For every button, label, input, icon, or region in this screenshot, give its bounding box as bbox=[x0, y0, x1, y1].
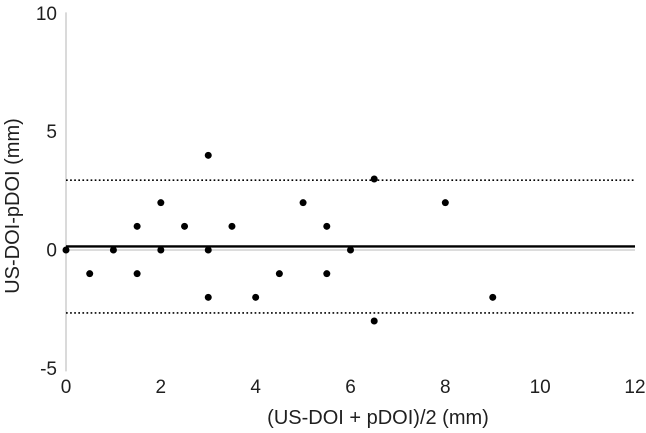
y-tick-label: 5 bbox=[46, 122, 57, 143]
data-point bbox=[133, 222, 141, 230]
x-axis-title: (US-DOI + pDOI)/2 (mm) bbox=[267, 407, 489, 429]
data-point bbox=[133, 270, 141, 278]
data-point bbox=[157, 199, 165, 207]
data-point bbox=[323, 222, 331, 230]
data-point bbox=[109, 246, 117, 254]
x-tick-label: 8 bbox=[440, 377, 451, 398]
data-point bbox=[86, 270, 94, 278]
data-point bbox=[204, 246, 212, 254]
x-tick-label: 4 bbox=[250, 377, 261, 398]
y-tick-label: 10 bbox=[36, 4, 57, 25]
x-tick-label: 12 bbox=[624, 377, 645, 398]
data-point bbox=[323, 270, 331, 278]
data-point bbox=[157, 246, 165, 254]
y-tick-label: 0 bbox=[46, 241, 57, 262]
x-tick-label: 10 bbox=[530, 377, 551, 398]
axes-layer bbox=[65, 12, 635, 372]
data-point bbox=[370, 175, 378, 183]
y-tick-label: -5 bbox=[40, 359, 57, 380]
data-point bbox=[204, 293, 212, 301]
x-tick-label: 0 bbox=[61, 377, 72, 398]
data-point bbox=[204, 151, 212, 159]
data-point bbox=[252, 293, 260, 301]
x-tick-label: 2 bbox=[156, 377, 167, 398]
reference-lines-layer bbox=[66, 179, 635, 314]
data-point bbox=[441, 199, 449, 207]
data-point bbox=[62, 246, 70, 254]
data-point bbox=[489, 293, 497, 301]
data-point bbox=[228, 222, 236, 230]
data-point bbox=[347, 246, 354, 254]
y-axis-title: US-DOI-pDOI (mm) bbox=[2, 118, 24, 294]
data-point bbox=[370, 317, 378, 325]
data-point bbox=[299, 199, 307, 207]
scatter-points-layer bbox=[62, 151, 497, 325]
data-point bbox=[275, 270, 283, 278]
x-tick-label: 6 bbox=[345, 377, 356, 398]
data-point bbox=[181, 222, 189, 230]
